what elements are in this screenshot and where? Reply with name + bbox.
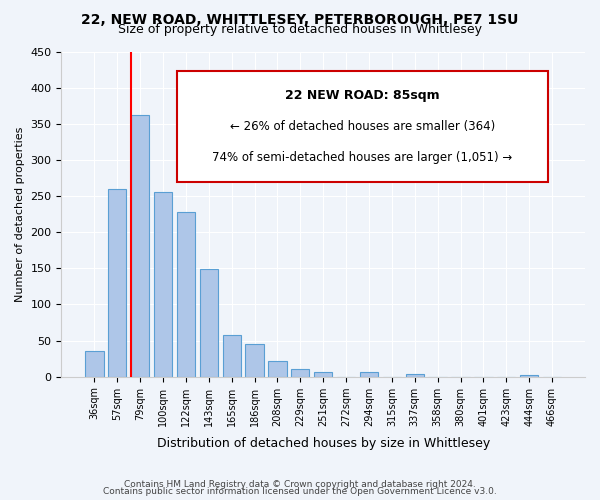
Bar — [154, 192, 172, 376]
Text: 22, NEW ROAD, WHITTLESEY, PETERBOROUGH, PE7 1SU: 22, NEW ROAD, WHITTLESEY, PETERBOROUGH, … — [82, 12, 518, 26]
Text: ← 26% of detached houses are smaller (364): ← 26% of detached houses are smaller (36… — [230, 120, 495, 133]
Bar — [131, 115, 149, 376]
Bar — [406, 374, 424, 376]
Bar — [314, 372, 332, 376]
Text: 22 NEW ROAD: 85sqm: 22 NEW ROAD: 85sqm — [285, 89, 440, 102]
Text: 74% of semi-detached houses are larger (1,051) →: 74% of semi-detached houses are larger (… — [212, 150, 512, 164]
Bar — [360, 372, 378, 376]
Bar — [245, 344, 264, 376]
Bar — [268, 362, 287, 376]
Text: Contains public sector information licensed under the Open Government Licence v3: Contains public sector information licen… — [103, 487, 497, 496]
Bar — [291, 368, 310, 376]
Y-axis label: Number of detached properties: Number of detached properties — [15, 126, 25, 302]
FancyBboxPatch shape — [176, 71, 548, 182]
Text: Size of property relative to detached houses in Whittlesey: Size of property relative to detached ho… — [118, 22, 482, 36]
Bar — [200, 269, 218, 376]
Bar — [223, 336, 241, 376]
Text: Contains HM Land Registry data © Crown copyright and database right 2024.: Contains HM Land Registry data © Crown c… — [124, 480, 476, 489]
Bar — [520, 375, 538, 376]
Bar — [85, 352, 104, 376]
Bar — [177, 212, 195, 376]
Bar — [108, 189, 127, 376]
X-axis label: Distribution of detached houses by size in Whittlesey: Distribution of detached houses by size … — [157, 437, 490, 450]
